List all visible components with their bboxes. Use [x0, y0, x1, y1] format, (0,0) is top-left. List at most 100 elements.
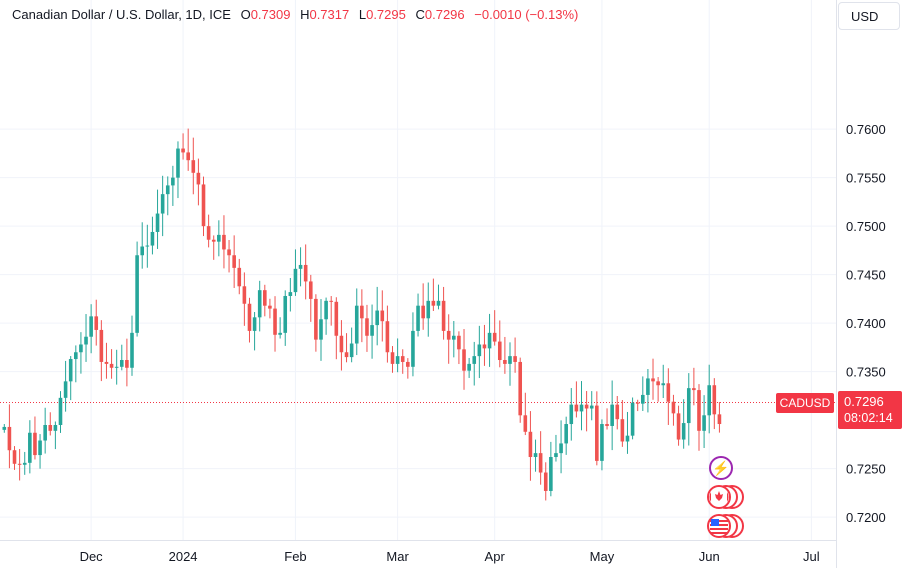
candle [375, 286, 379, 346]
candle-body [712, 385, 717, 415]
candle-body [319, 319, 323, 340]
candle [620, 399, 625, 447]
candle-body [523, 415, 528, 432]
candle-body [339, 335, 344, 353]
candle-body [641, 394, 645, 404]
candle [661, 364, 666, 399]
currency-selector-button[interactable]: USD [838, 2, 900, 30]
candle-body [278, 332, 282, 335]
candle-body [293, 268, 298, 293]
candle [242, 272, 247, 326]
candle [528, 411, 533, 481]
candle-body [676, 413, 681, 440]
candle-body [68, 359, 73, 382]
x-tick-label: Jun [699, 549, 720, 564]
candle-body [191, 160, 196, 173]
candle-body [605, 424, 609, 426]
candle-body [354, 305, 359, 344]
candle [303, 244, 308, 300]
candle [533, 439, 538, 472]
candle-body [150, 231, 155, 246]
candle [549, 441, 553, 497]
candle-body [242, 286, 247, 304]
candle-body [651, 378, 655, 382]
candle [579, 381, 584, 431]
candle [610, 380, 614, 451]
candle-body [686, 388, 691, 424]
y-tick-label: 0.7600 [846, 122, 886, 137]
candle-body [661, 383, 666, 386]
candle [273, 296, 277, 352]
candle-body [497, 341, 502, 361]
candle [406, 358, 410, 379]
candle-body [630, 402, 635, 436]
close-value: 0.7296 [424, 7, 465, 22]
candle [421, 283, 425, 330]
candle [686, 373, 691, 446]
candle [186, 128, 190, 171]
candle-body [186, 152, 190, 161]
candle-body [528, 431, 533, 458]
candle [697, 384, 701, 451]
candle [615, 396, 620, 430]
candle [676, 405, 681, 446]
candle [646, 368, 650, 413]
close-label: C [415, 7, 425, 22]
candle-body [681, 423, 686, 440]
candle-body [109, 363, 114, 368]
candle-body [135, 255, 139, 333]
candle-body [400, 356, 405, 362]
candle [201, 176, 206, 237]
candle [43, 407, 47, 454]
candle [2, 424, 7, 433]
candle [89, 304, 93, 354]
candle [237, 258, 242, 295]
candle [354, 288, 359, 356]
candle-body [365, 318, 369, 336]
candle [395, 338, 400, 373]
candle [99, 320, 104, 382]
candle-body [349, 343, 354, 358]
us-flag-icon[interactable] [706, 513, 744, 539]
candle [160, 175, 165, 237]
candle-body [441, 300, 446, 331]
canada-flag-icon[interactable] [706, 484, 744, 510]
candle [298, 247, 303, 287]
candle [712, 378, 717, 430]
candle [656, 377, 660, 402]
candle-body [360, 305, 364, 319]
candle [487, 313, 492, 367]
candle-body [263, 290, 267, 306]
candle-body [89, 316, 93, 337]
candle [360, 289, 364, 343]
candle [462, 329, 466, 390]
candle [222, 215, 226, 269]
candle-body [12, 450, 17, 464]
candle [702, 395, 706, 448]
candle [206, 214, 211, 248]
candle [181, 133, 185, 160]
candle-body [421, 305, 425, 319]
lightning-icon[interactable]: ⚡ [709, 456, 733, 480]
candle-body [370, 325, 374, 336]
candle [334, 297, 339, 360]
candle [564, 416, 568, 455]
candle [252, 311, 257, 351]
candle [681, 399, 686, 449]
candle-body [74, 352, 78, 360]
candle-body [99, 329, 104, 362]
candle [666, 368, 671, 425]
candle-body [707, 385, 712, 416]
candle-body [53, 425, 58, 431]
candle-body [33, 432, 37, 456]
candle-body [574, 404, 579, 412]
candle-body [610, 404, 614, 426]
candle-body [160, 194, 165, 214]
candle-body [584, 404, 589, 409]
candle [370, 304, 374, 359]
candle-body [554, 453, 558, 458]
candle [140, 222, 145, 269]
y-tick-label: 0.7550 [846, 171, 886, 186]
